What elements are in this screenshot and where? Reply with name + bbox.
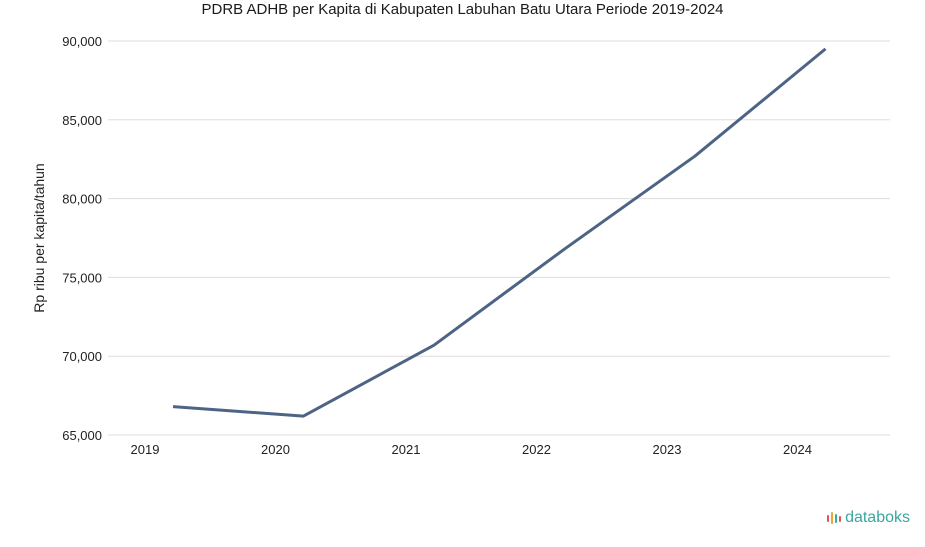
chart-title: PDRB ADHB per Kapita di Kabupaten Labuha…: [201, 1, 724, 18]
databoks-logo[interactable]: databoks: [826, 509, 910, 527]
y-tick-label: 90,000: [62, 34, 102, 49]
y-tick-label: 75,000: [62, 270, 102, 285]
x-tick-label: 2021: [392, 442, 421, 457]
y-tick-label: 70,000: [62, 349, 102, 364]
logo-bar: [835, 514, 838, 523]
series-line: [172, 47, 827, 418]
x-tick-label: 2022: [522, 442, 551, 457]
x-tick-label: 2023: [653, 442, 682, 457]
databoks-logo-text: databoks: [845, 509, 910, 526]
logo-bar: [831, 512, 834, 524]
series-layer: [172, 47, 827, 418]
x-tick-label: 2019: [131, 442, 160, 457]
y-tick-label: 85,000: [62, 113, 102, 128]
y-tick-label: 80,000: [62, 192, 102, 207]
databoks-logo-icon: [827, 512, 842, 524]
y-axis-label: Rp ribu per kapita/tahun: [31, 163, 47, 312]
x-tick-label: 2020: [261, 442, 290, 457]
y-tick-label: 65,000: [62, 428, 102, 443]
x-tick-label: 2024: [783, 442, 812, 457]
logo-bar: [839, 516, 842, 522]
logo-bar: [827, 515, 830, 522]
grid-layer: [108, 40, 890, 436]
y-tick-labels: 65,000 70,000 75,000 80,000 85,000 90,000: [62, 34, 102, 443]
x-tick-labels: 2019 2020 2021 2022 2023 2024: [131, 442, 812, 457]
